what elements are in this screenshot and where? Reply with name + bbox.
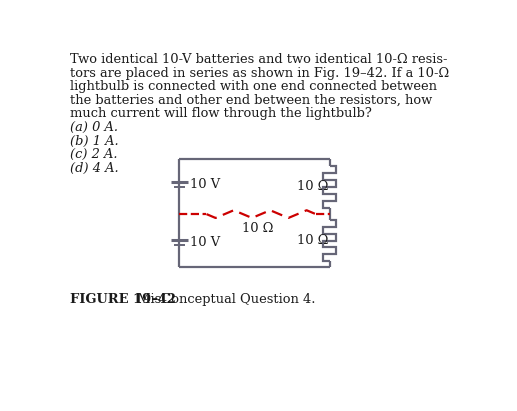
Text: 10 Ω: 10 Ω <box>241 222 273 235</box>
Text: (b) 1 A.: (b) 1 A. <box>70 135 119 148</box>
Text: 10 Ω: 10 Ω <box>297 234 328 247</box>
Text: (a) 0 A.: (a) 0 A. <box>70 121 118 134</box>
Text: Two identical 10-V batteries and two identical 10-Ω resis-: Two identical 10-V batteries and two ide… <box>70 53 448 66</box>
Text: FIGURE 19–42: FIGURE 19–42 <box>70 293 176 307</box>
Text: the batteries and other end between the resistors, how: the batteries and other end between the … <box>70 94 432 106</box>
Text: 10 Ω: 10 Ω <box>297 180 328 193</box>
Text: (c) 2 A.: (c) 2 A. <box>70 148 117 161</box>
Text: lightbulb is connected with one end connected between: lightbulb is connected with one end conn… <box>70 80 437 93</box>
Text: 10 V: 10 V <box>190 178 220 191</box>
Text: tors are placed in series as shown in Fig. 19–42. If a 10-Ω: tors are placed in series as shown in Fi… <box>70 67 449 80</box>
Text: MisConceptual Question 4.: MisConceptual Question 4. <box>129 293 315 307</box>
Text: (d) 4 A.: (d) 4 A. <box>70 162 119 175</box>
Text: 10 V: 10 V <box>190 236 220 249</box>
Text: much current will flow through the lightbulb?: much current will flow through the light… <box>70 107 372 120</box>
